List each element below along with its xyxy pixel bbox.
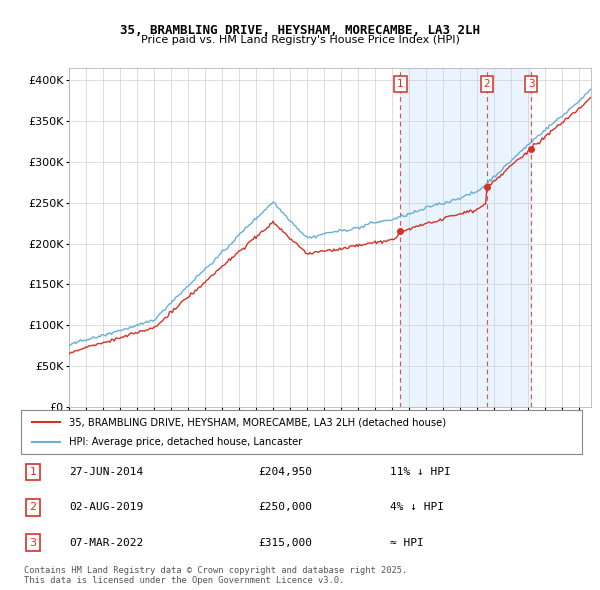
FancyBboxPatch shape (21, 410, 582, 454)
Text: Price paid vs. HM Land Registry's House Price Index (HPI): Price paid vs. HM Land Registry's House … (140, 35, 460, 45)
Bar (400, 68, 531, 407)
Text: 35, BRAMBLING DRIVE, HEYSHAM, MORECAMBE, LA3 2LH: 35, BRAMBLING DRIVE, HEYSHAM, MORECAMBE,… (120, 24, 480, 37)
Text: 4% ↓ HPI: 4% ↓ HPI (390, 503, 444, 512)
Text: 07-MAR-2022: 07-MAR-2022 (69, 538, 143, 548)
Text: 27-JUN-2014: 27-JUN-2014 (69, 467, 143, 477)
Text: 1: 1 (29, 467, 37, 477)
Text: HPI: Average price, detached house, Lancaster: HPI: Average price, detached house, Lanc… (68, 437, 302, 447)
Text: 3: 3 (528, 79, 535, 89)
Text: 1: 1 (397, 79, 404, 89)
Text: 3: 3 (29, 538, 37, 548)
Text: 2: 2 (29, 503, 37, 512)
Text: 11% ↓ HPI: 11% ↓ HPI (390, 467, 451, 477)
Text: £250,000: £250,000 (258, 503, 312, 512)
Text: 2: 2 (484, 79, 490, 89)
Text: 02-AUG-2019: 02-AUG-2019 (69, 503, 143, 512)
Text: Contains HM Land Registry data © Crown copyright and database right 2025.
This d: Contains HM Land Registry data © Crown c… (24, 566, 407, 585)
Text: £315,000: £315,000 (258, 538, 312, 548)
Text: £204,950: £204,950 (258, 467, 312, 477)
Text: 35, BRAMBLING DRIVE, HEYSHAM, MORECAMBE, LA3 2LH (detached house): 35, BRAMBLING DRIVE, HEYSHAM, MORECAMBE,… (68, 418, 446, 427)
Text: ≈ HPI: ≈ HPI (390, 538, 424, 548)
